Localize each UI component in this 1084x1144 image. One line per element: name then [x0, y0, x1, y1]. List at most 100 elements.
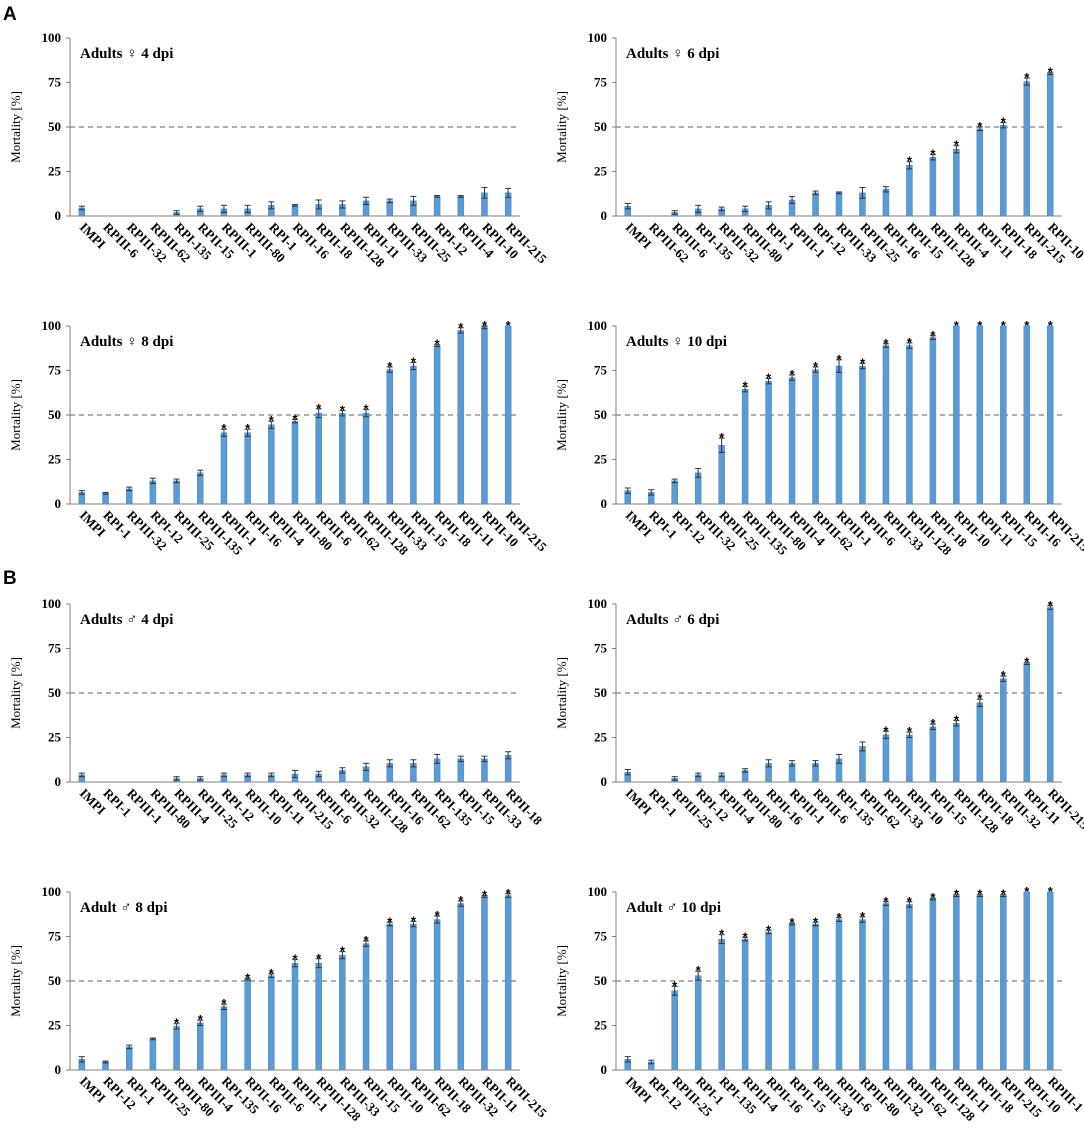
bar-RPI-1 [126, 1047, 132, 1070]
category-label: IMPI [77, 220, 109, 252]
bar-RPII-16 [245, 433, 251, 504]
bar-RPII-215 [1047, 326, 1053, 504]
bar-RPII-16 [1024, 326, 1030, 504]
y-tick-label: 100 [588, 318, 608, 333]
bar-RPIII-32 [883, 904, 889, 1070]
y-tick-label: 50 [594, 407, 607, 422]
chart-title: Adults ♂ 4 dpi [80, 612, 173, 628]
chart-panel-5: 0 25 50 75 100 Mortality [%] Adults ♂ 4 dpi IMP… [8, 596, 546, 836]
bar-RPII-215 [1024, 82, 1030, 216]
bar-RPII-10 [1024, 892, 1030, 1070]
y-tick-label: 75 [48, 75, 62, 90]
bar-RPII-16 [292, 205, 298, 216]
bar-RPIII-4 [458, 196, 464, 216]
y-tick-label: 75 [594, 641, 608, 656]
y-axis-title: Mortality [%] [8, 945, 23, 1017]
y-tick-label: 100 [588, 884, 608, 899]
y-tick-label: 0 [601, 208, 608, 223]
bar-RPIII-128 [930, 157, 936, 216]
bar-RPIII-33 [387, 370, 393, 504]
y-tick-label: 100 [588, 596, 608, 611]
chart-panel-7: 0255075100Mortality [%]Adult ♂ 8 dpiIMPI… [8, 884, 550, 1124]
bar-RPI-1 [103, 493, 109, 504]
bar-RPIII-80 [859, 920, 865, 1070]
y-tick-label: 100 [42, 596, 62, 611]
bar-RPIII-128 [953, 723, 959, 782]
y-axis-title: Mortality [%] [554, 657, 569, 729]
bar-RPII-16 [245, 979, 251, 1070]
y-tick-label: 75 [48, 929, 62, 944]
bar-RPIII-25 [150, 1039, 156, 1070]
bar-RPI-1 [695, 976, 701, 1070]
y-tick-label: 25 [48, 452, 62, 467]
y-tick-label: 0 [55, 1062, 62, 1077]
chart-title: Adult ♂ 8 dpi [80, 900, 168, 916]
y-axis-title: Mortality [%] [554, 379, 569, 451]
y-tick-label: 25 [48, 1018, 62, 1033]
bar-RPIII-80 [174, 1026, 180, 1070]
bar-RPIII-6 [836, 920, 842, 1070]
bar-RPIII-25 [672, 991, 678, 1070]
y-tick-label: 0 [55, 208, 62, 223]
bar-RPI-12 [150, 481, 156, 504]
y-axis-title: Mortality [%] [554, 91, 569, 163]
chart-panel-6: 0255075100Mortality [%]Adults ♂ 6 dpiIMP… [554, 596, 1084, 836]
bar-RPIII-62 [339, 413, 345, 504]
bar-RPI-135 [221, 1007, 227, 1070]
bar-RPII-18 [1000, 125, 1006, 216]
bar-RPIII-6 [268, 976, 274, 1070]
bar-RPIII-33 [836, 193, 842, 216]
bar-RPII-11 [458, 330, 464, 504]
bar-RPIII-25 [719, 445, 725, 504]
y-tick-label: 100 [588, 30, 608, 45]
bar-RPII-15 [458, 759, 464, 782]
bar-RPII-215 [1047, 608, 1053, 782]
y-tick-label: 75 [48, 363, 62, 378]
chart-title: Adults ♀ 8 dpi [80, 334, 173, 350]
bar-RPIII-1 [1047, 892, 1053, 1070]
y-tick-label: 75 [48, 641, 62, 656]
figure: A B 0255075100Mortality [%]Adults ♀ 4 dp… [0, 0, 1084, 1144]
category-label: IMPI [623, 1074, 655, 1106]
y-tick-label: 50 [48, 407, 61, 422]
bar-RPII-15 [363, 944, 369, 1070]
bar-RPII-18 [434, 920, 440, 1070]
bar-RPIII-4 [268, 425, 274, 504]
bar-RPI-135 [719, 939, 725, 1070]
y-tick-label: 50 [594, 119, 607, 134]
y-tick-label: 50 [48, 119, 61, 134]
y-tick-label: 25 [48, 730, 62, 745]
bar-RPII-10 [953, 326, 959, 504]
bar-RPII-215 [1000, 896, 1006, 1070]
bar-RPII-15 [1000, 326, 1006, 504]
bar-RPIII-4 [742, 939, 748, 1070]
bar-RPIII-128 [906, 346, 912, 504]
y-tick-label: 25 [594, 1018, 608, 1033]
bar-RPII-11 [977, 326, 983, 504]
chart-title: Adult ♂ 10 dpi [626, 900, 721, 916]
chart-title: Adults ♀ 6 dpi [626, 46, 719, 62]
bar-RPIII-62 [410, 924, 416, 1070]
y-axis-title: Mortality [%] [554, 945, 569, 1017]
bar-RPIII-128 [316, 963, 322, 1070]
category-label: IMPI [623, 508, 655, 540]
bar-RPIII-135 [742, 389, 748, 504]
y-axis-title: Mortality [%] [8, 379, 23, 451]
bar-RPII-15 [410, 366, 416, 504]
category-label: IMPI [77, 508, 109, 540]
chart-panel-4: 0255075100Mortality [%]Adults ♀ 10 dpiIM… [554, 318, 1084, 558]
bar-RPI-12 [434, 196, 440, 216]
bar-RPIII-128 [930, 899, 936, 1070]
y-tick-label: 75 [594, 75, 608, 90]
bar-RPIII-6 [859, 366, 865, 504]
y-tick-label: 100 [42, 318, 62, 333]
y-tick-label: 25 [48, 164, 62, 179]
y-axis-title: Mortality [%] [8, 91, 23, 163]
bar-RPIII-33 [883, 735, 889, 782]
bar-RPIII-128 [363, 413, 369, 504]
chart-title: Adults ♀ 10 dpi [626, 334, 727, 350]
bar-RPII-10 [481, 327, 487, 504]
y-axis-title: Mortality [%] [8, 657, 23, 729]
y-tick-label: 25 [594, 164, 608, 179]
bar-RPII-10 [906, 735, 912, 782]
